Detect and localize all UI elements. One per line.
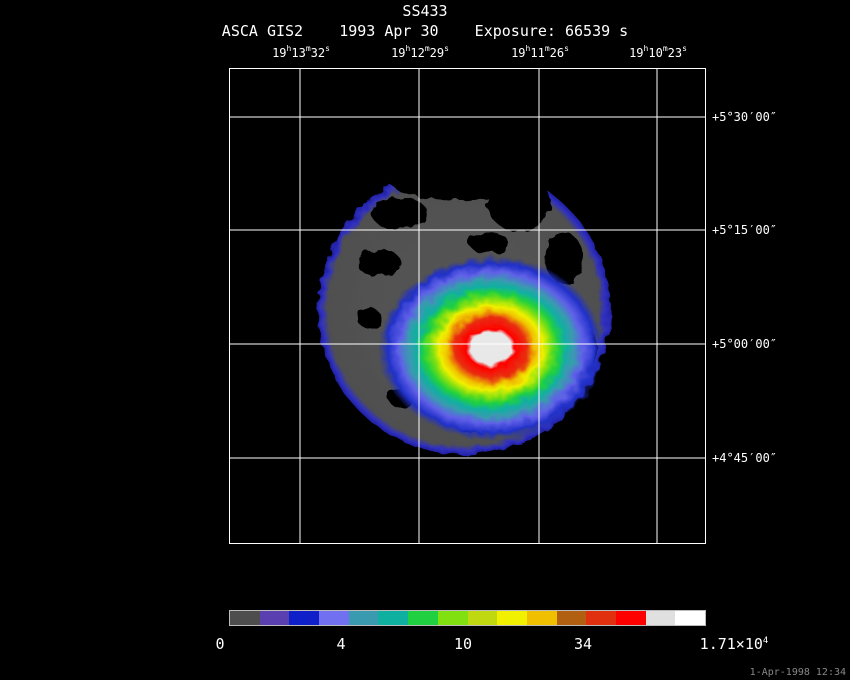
colorbar-swatch-1 bbox=[259, 611, 290, 625]
instrument-label: ASCA GIS2 bbox=[221, 22, 304, 40]
colorbar-swatch-13 bbox=[615, 611, 646, 625]
dec-label-1: +5°30′00″ bbox=[712, 110, 778, 124]
colorbar-swatch-6 bbox=[408, 611, 438, 625]
colorbar-swatch-15 bbox=[675, 611, 705, 625]
colorbar-swatch-3 bbox=[319, 611, 349, 625]
colorbar-swatch-0 bbox=[230, 611, 260, 625]
colorbar-swatch-5 bbox=[378, 611, 409, 625]
dec-label-3: +5°00′00″ bbox=[712, 337, 778, 351]
colorbar-swatch-10 bbox=[526, 611, 557, 625]
source-emission bbox=[379, 256, 603, 440]
colorbar-swatch-8 bbox=[467, 611, 498, 625]
colorbar-label-min: 0 bbox=[215, 635, 225, 653]
ra-label-3: 19h11m26s bbox=[511, 44, 569, 60]
colorbar-swatch-2 bbox=[289, 611, 320, 625]
colorbar-label-2: 4 bbox=[336, 635, 346, 653]
colorbar-swatch-12 bbox=[586, 611, 616, 625]
image-subtitle: ASCA GIS2 1993 Apr 30 Exposure: 66539 s bbox=[0, 22, 850, 40]
ra-label-2: 19h12m29s bbox=[391, 44, 449, 60]
exposure-label: Exposure: 66539 s bbox=[474, 22, 629, 40]
colorbar-swatch-11 bbox=[556, 611, 587, 625]
colorbar bbox=[229, 610, 706, 626]
timestamp: 1-Apr-1998 12:34 bbox=[749, 667, 846, 678]
dec-label-4: +4°45′00″ bbox=[712, 451, 778, 465]
colorbar-swatch-4 bbox=[348, 611, 379, 625]
colorbar-label-4: 34 bbox=[573, 635, 593, 653]
ra-label-1: 19h13m32s bbox=[272, 44, 330, 60]
observation-date: 1993 Apr 30 bbox=[339, 22, 439, 40]
ra-label-4: 19h10m23s bbox=[629, 44, 687, 60]
colorbar-swatch-9 bbox=[497, 611, 527, 625]
colorbar-swatch-14 bbox=[645, 611, 676, 625]
image-title: SS433 bbox=[402, 2, 448, 20]
colorbar-swatch-7 bbox=[437, 611, 468, 625]
colorbar-label-max: 1.71×104 bbox=[699, 635, 769, 653]
colorbar-label-3: 10 bbox=[453, 635, 473, 653]
xray-image-panel bbox=[229, 68, 706, 544]
dec-label-2: +5°15′00″ bbox=[712, 223, 778, 237]
coordinate-grid bbox=[229, 68, 706, 544]
